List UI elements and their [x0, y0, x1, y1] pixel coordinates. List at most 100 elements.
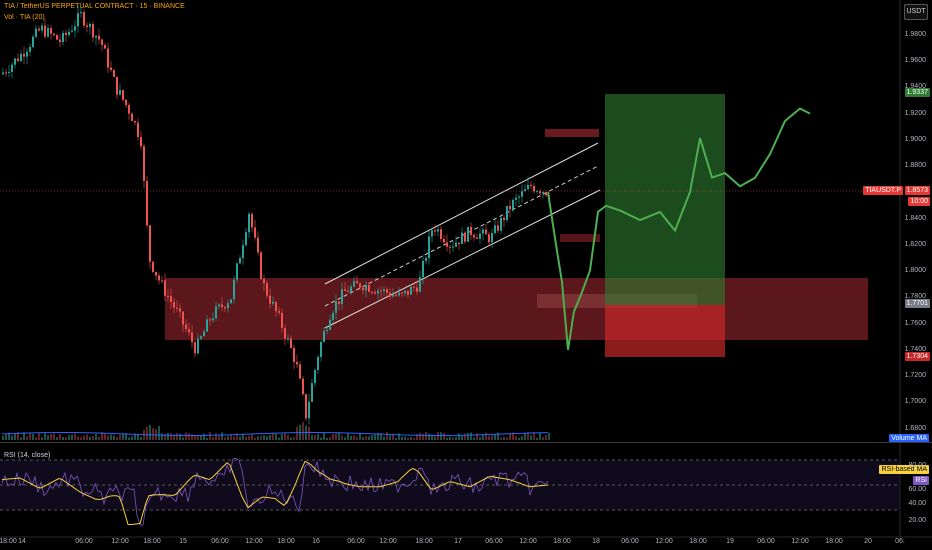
volume-bar: [542, 437, 544, 440]
volume-bar: [98, 436, 100, 440]
volume-bar: [8, 432, 10, 440]
volume-bar: [533, 432, 535, 440]
volume-bar: [257, 436, 259, 440]
volume-bar: [80, 437, 82, 440]
volume-bar: [278, 437, 280, 440]
volume-bar: [26, 436, 28, 440]
volume-bar: [350, 435, 352, 440]
volume-bar: [293, 436, 295, 440]
candle-body: [71, 30, 73, 32]
volume-bar: [224, 437, 226, 440]
volume-bar: [20, 437, 22, 440]
time-axis-label: 06:00: [211, 538, 229, 545]
volume-bar: [173, 434, 175, 440]
candle-body: [335, 301, 337, 313]
candle-body: [197, 338, 199, 354]
volume-bar: [482, 434, 484, 440]
candle-body: [443, 239, 445, 243]
position-profit-zone: [605, 94, 725, 305]
candle-body: [452, 246, 454, 248]
volume-bar: [518, 437, 520, 440]
candle-body: [401, 292, 403, 294]
time-axis-label: 16: [312, 538, 320, 545]
time-axis-label: 14: [18, 538, 26, 545]
pane-divider[interactable]: [0, 442, 932, 443]
candle-body: [182, 311, 184, 325]
volume-bar: [317, 434, 319, 440]
volume-bar: [473, 437, 475, 440]
candle-body: [434, 230, 436, 232]
volume-bar: [323, 433, 325, 440]
candle-body: [338, 301, 340, 304]
candle-body: [362, 287, 364, 291]
volume-bar: [86, 434, 88, 440]
volume-bar: [125, 433, 127, 440]
candle-body: [518, 196, 520, 198]
candle-body: [506, 205, 508, 221]
candle-body: [233, 279, 235, 300]
candle-body: [119, 90, 121, 95]
volume-bar: [275, 433, 277, 440]
rsi-axis-label: 40.00: [908, 500, 926, 507]
time-axis-label: 12:00: [519, 538, 537, 545]
volume-bar: [266, 436, 268, 440]
candle-body: [386, 289, 388, 293]
candle-body: [116, 76, 118, 95]
candle-body: [524, 189, 526, 192]
volume-bar: [185, 432, 187, 440]
volume-bar: [233, 436, 235, 440]
volume-bar: [308, 426, 310, 440]
time-axis-label: 19: [726, 538, 734, 545]
price-axis-label: 1.9200: [904, 110, 926, 117]
candle-body: [281, 312, 283, 328]
candle-body: [485, 229, 487, 235]
volume-bar: [422, 433, 424, 440]
candle-body: [527, 184, 529, 190]
candle-body: [11, 64, 13, 72]
volume-bar: [146, 426, 148, 440]
candle-body: [503, 217, 505, 221]
volume-bar: [110, 434, 112, 440]
candle-body: [224, 306, 226, 309]
volume-bar: [377, 432, 379, 440]
volume-bar: [50, 433, 52, 440]
volume-bar: [476, 433, 478, 440]
candle-body: [110, 67, 112, 71]
volume-bar: [428, 433, 430, 440]
candle-body: [479, 233, 481, 239]
price-axis-label: 1.7400: [904, 346, 926, 353]
candle-body: [380, 290, 382, 292]
candle-body: [374, 292, 376, 294]
volume-bar: [245, 436, 247, 440]
candle-body: [509, 205, 511, 210]
rsi-line: [1, 458, 549, 526]
candle-body: [65, 32, 67, 36]
candle-body: [413, 286, 415, 288]
volume-bar: [437, 432, 439, 440]
time-axis-label: 06:00: [621, 538, 639, 545]
volume-bar: [419, 432, 421, 440]
candle-body: [458, 242, 460, 245]
volume-bar: [458, 433, 460, 440]
currency-button[interactable]: USDT: [904, 4, 928, 20]
candle-body: [236, 263, 238, 280]
candle-body: [98, 35, 100, 40]
volume-bar: [248, 435, 250, 440]
volume-bar: [227, 436, 229, 440]
volume-bar: [332, 433, 334, 440]
candle-body: [320, 341, 322, 357]
candle-body: [74, 26, 76, 31]
chart-title[interactable]: TIA / TetherUS PERPETUAL CONTRACT · 15 ·…: [4, 3, 185, 10]
candle-body: [158, 275, 160, 281]
volume-ma-tag: Volume MA: [889, 434, 929, 443]
volume-indicator-label[interactable]: Vol · TIA (20): [4, 14, 45, 21]
volume-bar: [194, 435, 196, 440]
rsi-indicator-label[interactable]: RSI (14, close): [4, 452, 51, 459]
candle-body: [368, 285, 370, 292]
volume-bar: [392, 434, 394, 440]
price-axis-label: 1.8400: [904, 215, 926, 222]
volume-bar: [314, 434, 316, 440]
volume-bar: [68, 435, 70, 440]
volume-bar: [11, 435, 13, 440]
